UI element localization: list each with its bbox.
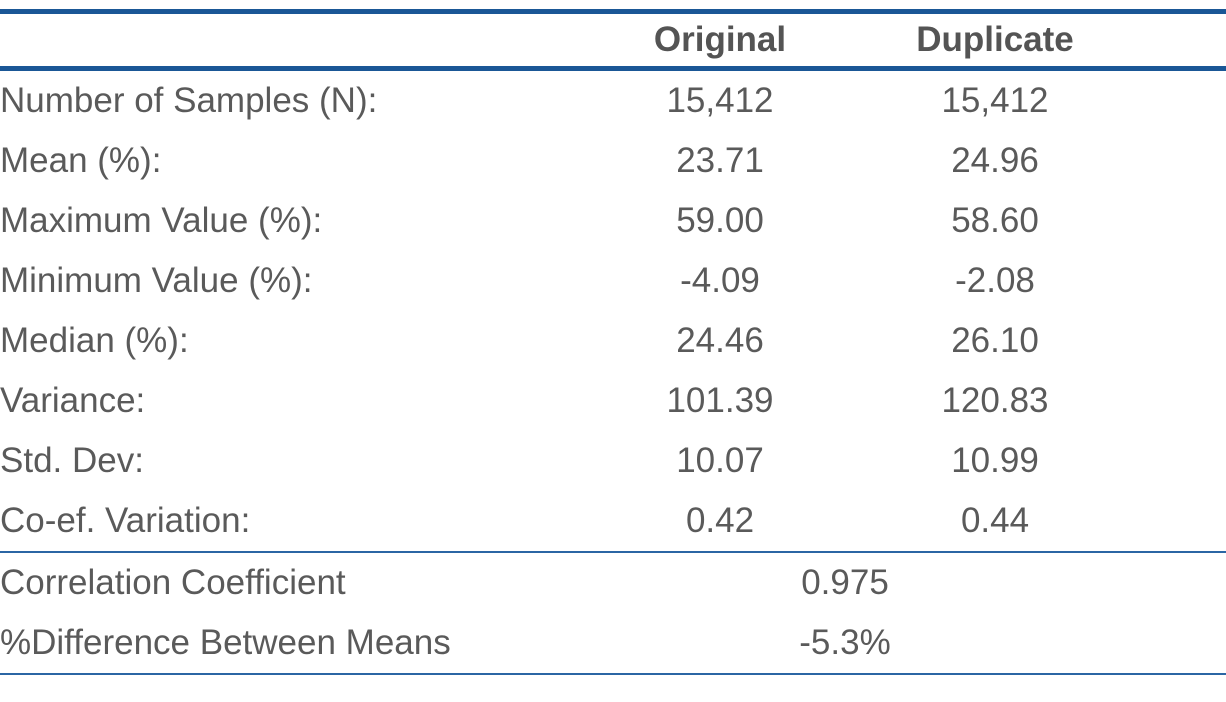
duplicate-value: 24.96	[951, 141, 1039, 180]
original-value: 101.39	[666, 381, 774, 420]
original-value: 10.07	[676, 441, 764, 480]
table-row: Minimum Value (%): -4.09 -2.08	[0, 251, 1226, 311]
row-filler	[1120, 311, 1226, 371]
duplicate-value: -2.08	[955, 261, 1035, 300]
row-label: Std. Dev:	[0, 441, 144, 480]
row-filler	[1120, 371, 1226, 431]
statistics-comparison-table: Original Duplicate Number of Samples (N)…	[0, 9, 1226, 675]
row-label: Number of Samples (N):	[0, 81, 378, 120]
duplicate-value: 58.60	[951, 201, 1039, 240]
row-filler	[1120, 251, 1226, 311]
original-value: 59.00	[676, 201, 764, 240]
table-row: Maximum Value (%): 59.00 58.60	[0, 191, 1226, 251]
table-body-stats: Number of Samples (N): 15,412 15,412 Mea…	[0, 69, 1226, 553]
table-body-summary: Correlation Coefficient 0.975 %Differenc…	[0, 552, 1226, 674]
header-filler	[1120, 12, 1226, 69]
row-label: Maximum Value (%):	[0, 201, 323, 240]
original-value: 0.42	[685, 501, 755, 540]
row-label: Variance:	[0, 381, 146, 420]
row-filler	[1120, 69, 1226, 132]
duplicate-value: 26.10	[951, 321, 1039, 360]
header-row: Original Duplicate	[0, 11, 1226, 69]
duplicate-value: 0.44	[960, 501, 1030, 540]
table-row: Co-ef. Variation: 0.42 0.44	[0, 491, 1226, 552]
column-header-duplicate: Duplicate	[916, 20, 1074, 59]
row-label: Correlation Coefficient	[0, 563, 346, 602]
original-value: -4.09	[680, 261, 760, 300]
row-label: Minimum Value (%):	[0, 261, 313, 300]
row-filler	[1120, 431, 1226, 491]
table-row: Std. Dev: 10.07 10.99	[0, 431, 1226, 491]
row-label: %Difference Between Means	[0, 623, 451, 662]
row-label: Mean (%):	[0, 141, 162, 180]
original-value: 23.71	[676, 141, 764, 180]
original-value: 24.46	[676, 321, 764, 360]
percent-difference-value: -5.3%	[799, 623, 891, 662]
original-value: 15,412	[666, 81, 774, 120]
table-header: Original Duplicate	[0, 11, 1226, 69]
table-row: Mean (%): 23.71 24.96	[0, 131, 1226, 191]
row-filler	[1120, 552, 1226, 613]
row-label: Median (%):	[0, 321, 189, 360]
duplicate-value: 15,412	[941, 81, 1049, 120]
table-row: Variance: 101.39 120.83	[0, 371, 1226, 431]
row-filler	[1120, 191, 1226, 251]
row-label: Co-ef. Variation:	[0, 501, 251, 540]
row-filler	[1120, 131, 1226, 191]
column-header-original: Original	[653, 20, 787, 59]
row-filler	[1120, 613, 1226, 674]
duplicate-value: 10.99	[951, 441, 1039, 480]
correlation-coefficient-value: 0.975	[801, 563, 889, 602]
table-row: Median (%): 24.46 26.10	[0, 311, 1226, 371]
summary-row-correlation: Correlation Coefficient 0.975	[0, 552, 1226, 613]
table-row: Number of Samples (N): 15,412 15,412	[0, 69, 1226, 132]
duplicate-value: 120.83	[941, 381, 1049, 420]
summary-row-mean-difference: %Difference Between Means -5.3%	[0, 613, 1226, 674]
row-filler	[1120, 491, 1226, 552]
header-label-spacer	[0, 12, 570, 69]
